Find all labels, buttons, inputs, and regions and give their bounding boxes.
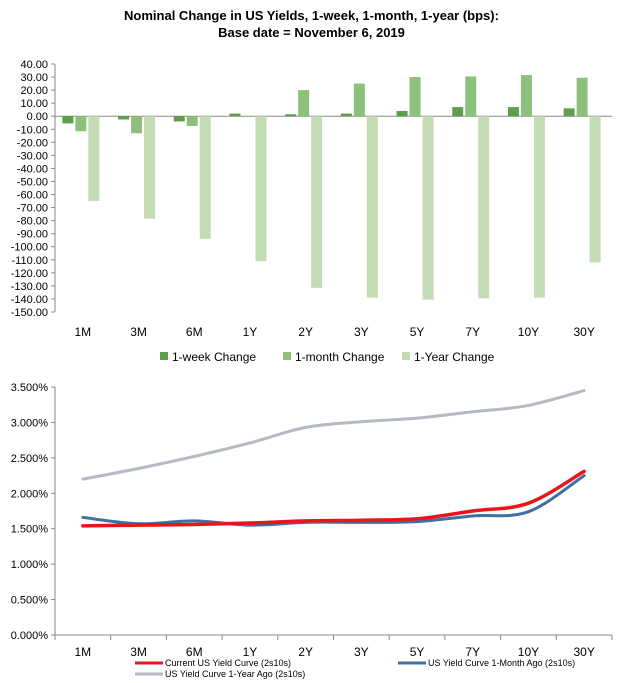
- bar-x-tick-label: 7Y: [465, 325, 480, 339]
- bar: [533, 116, 545, 298]
- bar: [311, 116, 323, 288]
- bar-legend-swatch: [283, 352, 291, 360]
- bar-y-tick-label: 0.00: [27, 111, 48, 123]
- line-x-tick-label: 5Y: [410, 645, 425, 659]
- bar: [353, 83, 365, 117]
- line-y-tick-label: 2.000%: [11, 488, 49, 500]
- bar: [366, 116, 378, 298]
- bar: [452, 107, 464, 117]
- bar-y-tick-label: -80.00: [17, 216, 48, 228]
- bar: [298, 90, 310, 117]
- line-x-tick-label: 6M: [186, 645, 203, 659]
- bar-x-tick-label: 2Y: [298, 325, 313, 339]
- line-y-tick-label: 1.000%: [11, 559, 49, 571]
- bar: [242, 116, 254, 117]
- bar-y-tick-label: 10.00: [20, 98, 48, 110]
- line-y-tick-label: 1.500%: [11, 524, 49, 536]
- bar: [520, 75, 532, 117]
- bar: [576, 77, 588, 117]
- bar-legend-label: 1-week Change: [172, 350, 256, 364]
- line-x-tick-label: 3Y: [354, 645, 369, 659]
- bar: [255, 116, 267, 262]
- bar-y-tick-label: -130.00: [11, 281, 48, 293]
- bar: [186, 116, 198, 126]
- line-y-tick-label: 3.000%: [11, 417, 49, 429]
- bar-y-tick-label: -110.00: [12, 255, 49, 267]
- bar-x-tick-label: 1Y: [243, 325, 258, 339]
- line-x-tick-label: 10Y: [518, 645, 539, 659]
- line-y-tick-label: 3.500%: [11, 382, 49, 394]
- bar-legend-swatch: [160, 352, 168, 360]
- bar-y-tick-label: -90.00: [17, 229, 48, 241]
- line-legend-label: US Yield Curve 1-Month Ago (2s10s): [428, 658, 575, 668]
- bar-y-tick-label: -140.00: [11, 294, 48, 306]
- bar-y-tick-label: -70.00: [17, 203, 48, 215]
- bar-x-tick-label: 6M: [186, 325, 203, 339]
- bar-y-tick-label: -40.00: [17, 163, 48, 175]
- bar-x-tick-label: 1M: [75, 325, 92, 339]
- bar: [507, 107, 519, 117]
- bar-y-tick-label: -120.00: [11, 268, 48, 280]
- series-line: [81, 474, 586, 527]
- line-y-tick-label: 0.500%: [11, 595, 49, 607]
- bar: [285, 114, 297, 117]
- series-line: [81, 469, 586, 528]
- bar-y-tick-label: 40.00: [20, 59, 48, 71]
- bar-legend-swatch: [402, 352, 410, 360]
- bar: [75, 116, 87, 132]
- line-legend-label: US Yield Curve 1-Year Ago (2s10s): [165, 669, 305, 679]
- bar-y-tick-label: -150.00: [11, 307, 48, 319]
- bar-x-tick-label: 3Y: [354, 325, 369, 339]
- bar: [199, 116, 211, 239]
- line-x-tick-label: 2Y: [298, 645, 313, 659]
- bar: [478, 116, 490, 299]
- line-y-tick-label: 0.000%: [11, 630, 49, 642]
- line-x-tick-label: 30Y: [573, 645, 594, 659]
- bar-y-tick-label: -30.00: [17, 150, 48, 162]
- bar: [62, 116, 74, 124]
- line-y-tick-label: 2.500%: [11, 453, 49, 465]
- bar-y-tick-label: -60.00: [17, 190, 48, 202]
- bar-x-tick-label: 3M: [130, 325, 147, 339]
- bar: [589, 116, 601, 263]
- chart-title-line-1: Nominal Change in US Yields, 1-week, 1-m…: [124, 8, 499, 23]
- bar: [173, 116, 185, 122]
- bar: [131, 116, 143, 134]
- line-x-tick-label: 1Y: [243, 645, 258, 659]
- bar: [396, 110, 408, 117]
- bar-x-tick-label: 10Y: [518, 325, 539, 339]
- bar: [422, 116, 434, 300]
- bar-y-tick-label: -20.00: [17, 137, 48, 149]
- bar-x-tick-label: 5Y: [410, 325, 425, 339]
- series-line: [81, 389, 586, 481]
- bar-y-tick-label: -100.00: [11, 242, 48, 254]
- bar: [144, 116, 156, 219]
- line-x-tick-label: 7Y: [465, 645, 480, 659]
- bar: [409, 77, 421, 117]
- bar: [88, 116, 100, 202]
- bar-y-tick-label: -10.00: [17, 124, 48, 136]
- bar: [118, 116, 130, 120]
- bar-y-tick-label: -50.00: [17, 176, 48, 188]
- bar: [563, 108, 575, 117]
- bar-y-tick-label: 30.00: [20, 72, 48, 84]
- bar-legend-label: 1-month Change: [295, 350, 385, 364]
- line-x-tick-label: 3M: [130, 645, 147, 659]
- bar-legend-label: 1-Year Change: [414, 350, 495, 364]
- line-legend-label: Current US Yield Curve (2s10s): [165, 658, 291, 668]
- chart-title-line-2: Base date = November 6, 2019: [218, 25, 405, 40]
- bar: [229, 113, 241, 117]
- bar: [340, 113, 352, 117]
- bar-x-tick-label: 30Y: [573, 325, 594, 339]
- bar: [465, 76, 477, 117]
- line-x-tick-label: 1M: [75, 645, 92, 659]
- bar-y-tick-label: 20.00: [20, 85, 48, 97]
